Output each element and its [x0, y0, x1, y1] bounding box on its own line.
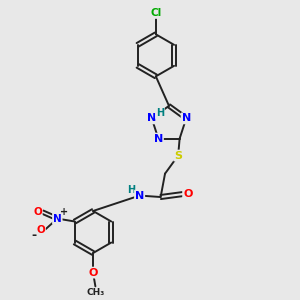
Text: H: H	[128, 185, 136, 195]
Text: N: N	[53, 214, 62, 224]
Text: S: S	[174, 151, 182, 160]
Text: CH₃: CH₃	[87, 288, 105, 297]
Text: Cl: Cl	[150, 8, 161, 18]
Text: N: N	[182, 113, 191, 123]
Text: O: O	[88, 268, 98, 278]
Text: H: H	[156, 108, 164, 118]
Text: O: O	[183, 189, 193, 199]
Text: N: N	[154, 134, 163, 144]
Text: O: O	[36, 225, 45, 235]
Text: -: -	[32, 229, 37, 242]
Text: +: +	[60, 207, 68, 217]
Text: N: N	[147, 113, 156, 123]
Text: O: O	[33, 207, 42, 217]
Text: N: N	[135, 190, 144, 201]
